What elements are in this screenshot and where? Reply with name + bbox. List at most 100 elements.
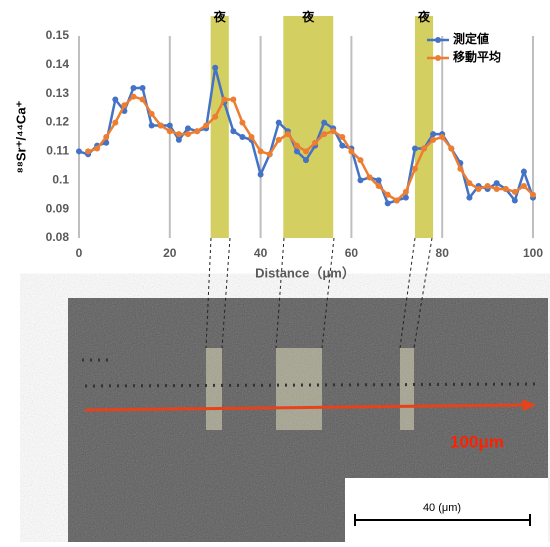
point — [276, 120, 282, 126]
night-band — [211, 16, 229, 238]
x-axis-label: Distance（μm） — [255, 265, 355, 280]
night-band — [283, 16, 333, 238]
point — [439, 134, 445, 140]
highlight — [206, 348, 222, 430]
point — [121, 102, 127, 108]
point — [321, 131, 327, 137]
point — [485, 183, 491, 189]
point — [294, 148, 300, 154]
night-band — [415, 16, 433, 238]
point — [303, 148, 309, 154]
point — [357, 177, 363, 183]
point — [267, 151, 273, 157]
y-tick-label: 0.08 — [46, 230, 70, 244]
point — [403, 189, 409, 195]
point — [394, 197, 400, 203]
y-tick-label: 0.14 — [46, 57, 70, 71]
point — [330, 128, 336, 134]
y-tick-label: 0.15 — [46, 28, 70, 42]
point — [112, 120, 118, 126]
micrograph: 100μm 40 (μm) — [68, 238, 548, 542]
point — [258, 148, 264, 154]
point — [294, 143, 300, 149]
y-tick-label: 0.13 — [46, 86, 70, 100]
point — [376, 183, 382, 189]
point — [321, 120, 327, 126]
point — [203, 122, 209, 128]
point — [258, 172, 264, 178]
point — [512, 189, 518, 195]
x-tick-label: 40 — [254, 246, 268, 260]
y-tick-label: 0.09 — [46, 201, 70, 215]
point — [221, 96, 227, 102]
point — [130, 85, 136, 91]
x-tick-label: 20 — [163, 246, 177, 260]
point — [430, 131, 436, 137]
point — [448, 146, 454, 152]
point — [239, 120, 245, 126]
point — [312, 140, 318, 146]
night-label: 夜 — [417, 9, 431, 24]
point — [230, 128, 236, 134]
point — [385, 192, 391, 198]
y-tick-label: 0.11 — [46, 144, 69, 158]
x-tick-label: 0 — [76, 246, 83, 260]
point — [494, 180, 500, 186]
point — [130, 94, 136, 100]
night-label: 夜 — [213, 9, 227, 24]
x-tick-label: 60 — [345, 246, 359, 260]
point — [94, 146, 100, 152]
point — [230, 96, 236, 102]
night-label: 夜 — [301, 9, 315, 24]
point — [466, 195, 472, 201]
point — [339, 134, 345, 140]
scale-text: 100μm — [450, 432, 504, 451]
plot: 0 20 40 60 80 100 0.08 0.09 0.1 0.11 0.12 0.13 0.14 0… — [46, 9, 544, 260]
point — [140, 96, 146, 102]
point — [103, 134, 109, 140]
highlight — [276, 348, 322, 430]
point — [476, 186, 482, 192]
point — [521, 169, 527, 175]
scale-bar-label: 40 (μm) — [423, 502, 461, 514]
point — [285, 131, 291, 137]
point — [457, 166, 463, 172]
point — [239, 134, 245, 140]
point — [176, 137, 182, 143]
point — [185, 131, 191, 137]
point — [85, 148, 91, 154]
point — [521, 183, 527, 189]
point — [112, 96, 118, 102]
point — [367, 174, 373, 180]
page: 100μm 40 (μm) Distance（μm） ⁸⁸Sr⁺/⁴⁴Ca⁺ 0… — [0, 0, 550, 542]
point — [494, 186, 500, 192]
point — [149, 111, 155, 117]
point — [149, 122, 155, 128]
y-tick-label: 0.12 — [46, 115, 70, 129]
point — [185, 125, 191, 131]
legend-label: 移動平均 — [453, 49, 501, 64]
legend-marker — [435, 37, 441, 43]
point — [412, 146, 418, 152]
point — [421, 146, 427, 152]
point — [530, 192, 536, 198]
point — [158, 122, 164, 128]
point — [212, 114, 218, 120]
point — [76, 148, 82, 154]
point — [385, 200, 391, 206]
point — [140, 85, 146, 91]
y-axis-label: ⁸⁸Sr⁺/⁴⁴Ca⁺ — [13, 100, 28, 173]
point — [466, 180, 472, 186]
point — [303, 157, 309, 163]
x-tick-label: 80 — [436, 246, 450, 260]
x-tick-label: 100 — [523, 246, 543, 260]
point — [167, 128, 173, 134]
point — [503, 186, 509, 192]
highlight — [400, 348, 414, 430]
point — [430, 137, 436, 143]
point — [249, 134, 255, 140]
point — [194, 128, 200, 134]
legend-label: 測定値 — [453, 31, 489, 46]
y-tick-label: 0.1 — [52, 172, 69, 186]
point — [339, 143, 345, 149]
